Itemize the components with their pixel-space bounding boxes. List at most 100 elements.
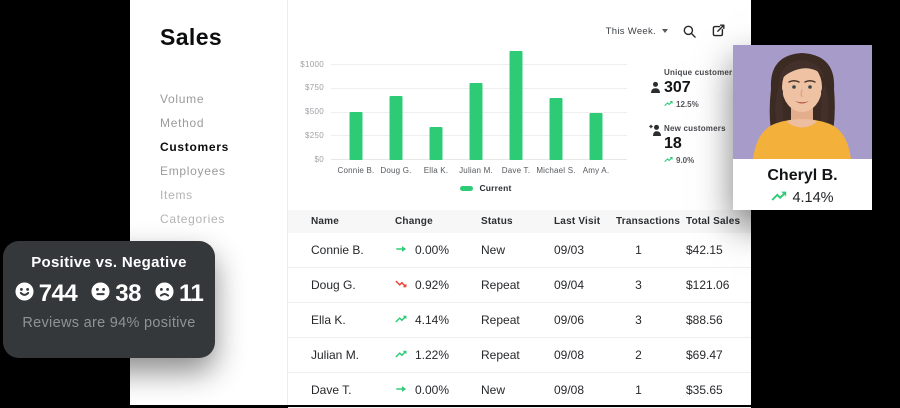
column-header-change: Change	[395, 216, 433, 227]
cell-status: New	[481, 383, 506, 397]
table-row: Doug G. 0.92% Repeat 09/04 3 $121.06	[288, 268, 751, 303]
table-header: Name Change Status Last Visit Transactions To…	[288, 210, 751, 233]
stat-unique-customers: Unique customers 307 12.5%	[649, 68, 749, 110]
cell-last-visit: 09/06	[554, 313, 585, 327]
x-axis-tick-label: Julian M.	[459, 166, 493, 175]
chart-bar-slot	[536, 45, 576, 160]
change-value: 1.22%	[415, 348, 450, 362]
legend-label: Current	[479, 183, 512, 193]
column-header-name: Name	[311, 216, 340, 227]
stats-panel: Unique customers 307 12.5% New customers 18 9…	[649, 68, 749, 180]
chart-bar-slot	[376, 45, 416, 160]
cell-change: 0.92%	[395, 278, 481, 293]
review-count: 38	[115, 280, 141, 307]
trend-down-icon	[395, 278, 407, 293]
chart-bars	[336, 45, 616, 160]
cell-transactions: 1	[635, 243, 642, 257]
change-value: 4.14%	[415, 313, 450, 327]
table-row: Dave T. 0.00% New 09/08 1 $35.65	[288, 373, 751, 408]
cell-name: Julian M.	[311, 348, 360, 362]
cell-name: Dave T.	[311, 383, 352, 397]
review-stat: 11	[155, 280, 204, 308]
sidebar-item-method[interactable]: Method	[160, 116, 205, 130]
cell-total-sales: $35.65	[686, 383, 723, 397]
column-header-transactions: Transactions	[616, 216, 681, 227]
review-stat: 38	[91, 280, 141, 308]
x-axis-tick-label: Ella K.	[423, 166, 449, 175]
x-axis-tick-label: Dave T.	[501, 166, 531, 175]
period-dropdown[interactable]: This Week.	[606, 26, 668, 37]
legend-swatch	[460, 185, 474, 191]
share-icon[interactable]	[711, 24, 725, 38]
person-plus-icon	[649, 123, 662, 141]
trend-flat-icon	[395, 243, 407, 258]
review-count: 744	[38, 280, 78, 307]
cell-change: 0.00%	[395, 243, 481, 258]
sidebar-item-customers[interactable]: Customers	[160, 140, 229, 154]
stat-value: 307	[664, 79, 691, 96]
sidebar-item-items[interactable]: Items	[160, 188, 193, 202]
cell-transactions: 3	[635, 278, 642, 292]
period-label: This Week.	[605, 25, 656, 37]
stat-label: New customers	[664, 124, 726, 133]
stat-value: 18	[664, 135, 682, 152]
page-title: Sales	[160, 24, 223, 50]
cell-last-visit: 09/04	[554, 278, 585, 292]
cell-last-visit: 09/08	[554, 348, 585, 362]
column-header-status: Status	[481, 216, 513, 227]
stat-change: 12.5%	[664, 99, 749, 110]
search-icon[interactable]	[683, 25, 696, 38]
sidebar-item-employees[interactable]: Employees	[160, 164, 226, 178]
sidebar-item-categories[interactable]: Categories	[160, 212, 226, 226]
chart-bar	[389, 96, 403, 160]
cell-status: Repeat	[481, 348, 520, 362]
cell-total-sales: $121.06	[686, 278, 730, 292]
customer-photo	[733, 45, 872, 159]
column-header-last-visit: Last Visit	[554, 216, 601, 227]
sidebar-item-volume[interactable]: Volume	[160, 92, 205, 106]
cell-total-sales: $88.56	[686, 313, 723, 327]
reviews-stats-row: 744 38 11	[3, 280, 215, 308]
chart-bar	[509, 50, 523, 160]
trend-up-icon	[664, 155, 673, 166]
chart-bar-slot	[576, 45, 616, 160]
y-axis-tick-label: $750	[305, 83, 324, 93]
chart-bar-slot	[496, 45, 536, 160]
table-row: Connie B. 0.00% New 09/03 1 $42.15	[288, 233, 751, 268]
y-axis-tick-label: $0	[314, 154, 324, 164]
chart-bar	[549, 98, 563, 160]
chart-bar-slot	[456, 45, 496, 160]
stat-new-customers: New customers 18 9.0%	[649, 124, 749, 166]
chart-bar	[349, 112, 363, 160]
stat-change-value: 9.0%	[676, 156, 695, 165]
reviews-summary: Reviews are 94% positive	[22, 315, 196, 331]
cell-transactions: 3	[635, 313, 642, 327]
cell-name: Connie B.	[311, 243, 364, 257]
cell-change: 1.22%	[395, 348, 481, 363]
reviews-card: Positive vs. Negative 744 38 11 Reviews ar…	[3, 241, 215, 358]
chart-bar	[469, 83, 483, 160]
trend-up-icon	[395, 348, 407, 363]
cell-status: Repeat	[481, 278, 520, 292]
table-row: Julian M. 1.22% Repeat 09/08 2 $69.47	[288, 338, 751, 373]
trend-up-icon	[664, 99, 673, 110]
main-panel: This Week. Connie B. Doug G. Ella K. Julian…	[288, 0, 751, 408]
chart-bar-slot	[416, 45, 456, 160]
customers-table: Name Change Status Last Visit Transactions To…	[288, 210, 751, 408]
chart-bar	[589, 112, 603, 160]
x-axis-tick-label: Connie B.	[337, 166, 375, 175]
change-value: 0.00%	[415, 243, 450, 257]
x-axis-tick-label: Michael S.	[536, 166, 576, 175]
x-axis-tick-label: Amy A.	[582, 166, 610, 175]
cell-total-sales: $42.15	[686, 243, 723, 257]
cell-last-visit: 09/03	[554, 243, 585, 257]
sales-bar-chart: Connie B. Doug G. Ella K. Julian M. Dave T. M…	[298, 45, 643, 193]
table-body: Connie B. 0.00% New 09/03 1 $42.15 Doug G. 0.92…	[288, 233, 751, 408]
cell-change: 0.00%	[395, 383, 481, 398]
chart-bar	[429, 127, 443, 160]
neutral-face-icon	[91, 282, 110, 306]
change-value: 0.00%	[415, 383, 450, 397]
customer-name: Cheryl B.	[767, 167, 838, 184]
chart-x-axis: Connie B. Doug G. Ella K. Julian M. Dave T. M…	[336, 166, 616, 175]
sad-face-icon	[155, 282, 174, 306]
